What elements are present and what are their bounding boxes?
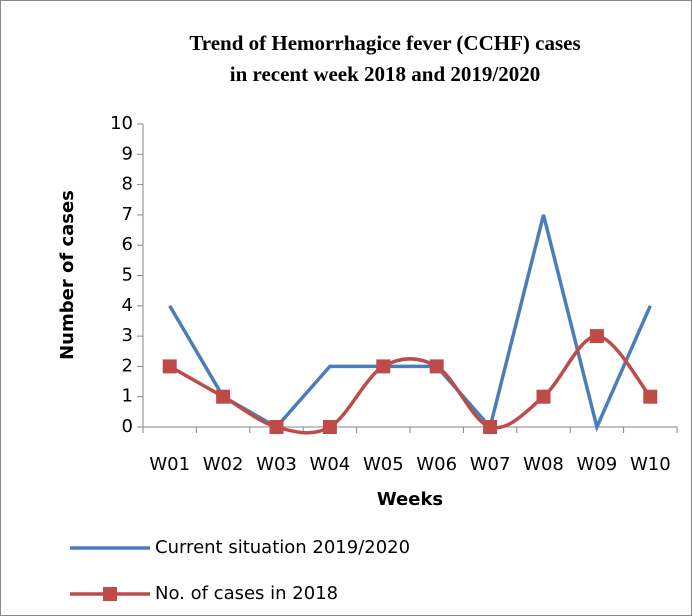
legend-label: Current situation 2019/2020	[155, 537, 410, 558]
y-axis-title: Number of cases	[57, 190, 78, 360]
series-marker	[216, 389, 231, 404]
series-marker	[643, 389, 658, 404]
x-tick-label: W01	[149, 454, 190, 475]
y-tick-label: 4	[122, 295, 133, 316]
y-tick-label: 1	[122, 386, 133, 407]
series-marker	[483, 420, 498, 434]
series-marker	[536, 389, 551, 404]
series-marker	[269, 420, 284, 434]
series-marker	[589, 329, 604, 344]
y-tick-label: 5	[122, 265, 133, 286]
y-tick-label: 8	[122, 174, 133, 195]
legend-marker	[103, 587, 117, 601]
x-tick-label: W09	[577, 454, 618, 475]
y-tick-label: 7	[122, 204, 133, 225]
chart-title: Trend of Hemorrhagice fever (CCHF) cases	[189, 31, 580, 55]
legend-label: No. of cases in 2018	[155, 583, 338, 604]
y-tick-label: 2	[122, 355, 133, 376]
x-tick-label: W10	[630, 454, 671, 475]
series-marker	[376, 359, 391, 374]
y-tick-label: 0	[122, 416, 133, 437]
series-line	[168, 334, 652, 435]
series-marker	[429, 359, 444, 374]
y-tick-label: 6	[122, 234, 133, 255]
x-tick-label: W05	[363, 454, 404, 475]
x-tick-label: W06	[416, 454, 457, 475]
y-tick-label: 10	[110, 113, 133, 134]
x-tick-label: W03	[256, 454, 297, 475]
series-marker	[162, 359, 177, 374]
y-tick-label: 9	[122, 143, 133, 164]
x-tick-label: W02	[203, 454, 244, 475]
x-tick-label: W04	[310, 454, 351, 475]
x-axis-title: Weeks	[377, 489, 443, 510]
chart-title: in recent week 2018 and 2019/2020	[230, 62, 541, 86]
y-tick-label: 3	[122, 325, 133, 346]
series-marker	[322, 420, 337, 434]
x-tick-label: W07	[470, 454, 511, 475]
x-tick-label: W08	[523, 454, 564, 475]
